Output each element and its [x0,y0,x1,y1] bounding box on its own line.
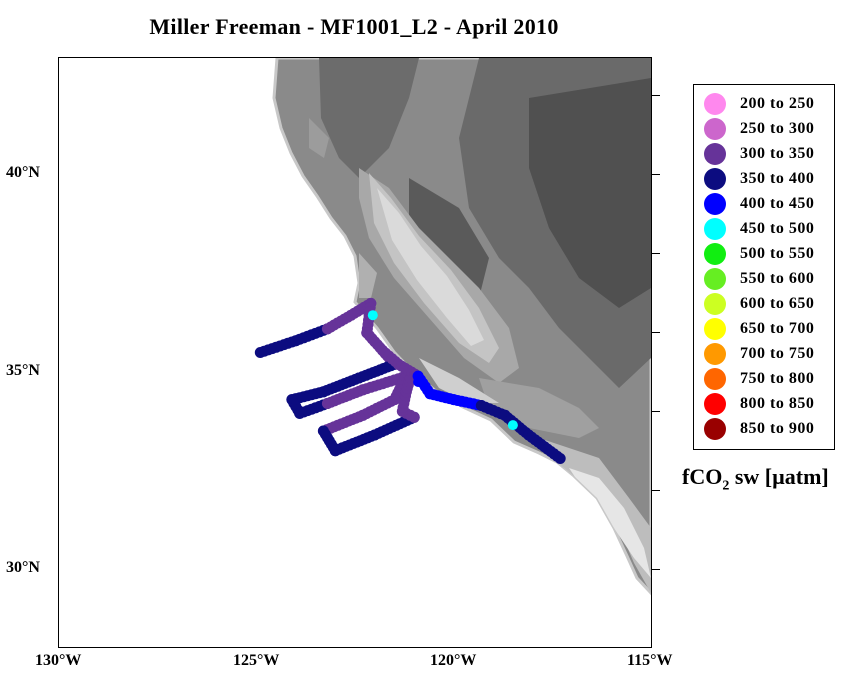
legend-item: 800 to 850 [694,392,834,417]
x-tick-label-115w: 115°W [627,652,673,669]
units-rest: sw [µatm] [734,464,829,489]
legend-swatch [704,343,726,365]
legend-label: 800 to 850 [740,395,815,412]
legend-item: 350 to 400 [694,167,834,192]
color-legend: 200 to 250 250 to 300 300 to 350 350 to 400… [693,84,835,450]
x-tick-label-125w: 125°W [233,652,280,669]
units-label: fCO2 sw [µatm] [682,464,829,494]
track-point [507,420,518,431]
y-tick-label-30n: 30°N [6,559,40,576]
y-tick-label-35n: 35°N [6,362,40,379]
legend-label: 250 to 300 [740,120,815,137]
legend-label: 300 to 350 [740,145,815,162]
legend-label: 700 to 750 [740,345,815,362]
map-title: Miller Freeman - MF1001_L2 - April 2010 [149,14,559,39]
units-subscript: 2 [722,478,730,494]
legend-item: 750 to 800 [694,367,834,392]
units-main: fCO [682,464,723,489]
right-tick [652,411,660,412]
legend-label: 750 to 800 [740,370,815,387]
ship-track [254,297,566,464]
legend-item: 250 to 300 [694,117,834,142]
legend-swatch [704,93,726,115]
right-tick [652,569,660,570]
legend-item: 300 to 350 [694,142,834,167]
legend-label: 450 to 500 [740,220,815,237]
y-tick-label-40n: 40°N [6,164,40,181]
legend-item: 500 to 550 [694,242,834,267]
legend-swatch [704,218,726,240]
x-tick-label-130w: 130°W [35,652,82,669]
legend-item: 450 to 500 [694,217,834,242]
track-point [413,377,424,387]
legend-item: 850 to 900 [694,417,834,442]
map-canvas [254,58,651,596]
legend-swatch [704,368,726,390]
track-point [367,310,378,321]
legend-label: 850 to 900 [740,420,815,437]
legend-swatch [704,393,726,415]
legend-swatch [704,193,726,215]
legend-label: 650 to 700 [740,320,815,337]
legend-item: 550 to 600 [694,267,834,292]
legend-item: 400 to 450 [694,192,834,217]
legend-item: 200 to 250 [694,92,834,117]
legend-item: 600 to 650 [694,292,834,317]
legend-swatch [704,143,726,165]
right-tick [652,332,660,333]
legend-item: 700 to 750 [694,342,834,367]
right-tick [652,490,660,491]
legend-swatch [704,243,726,265]
track-point [554,453,566,464]
right-tick [652,253,660,254]
legend-label: 500 to 550 [740,245,815,262]
legend-item: 650 to 700 [694,317,834,342]
right-tick [652,174,660,175]
legend-swatch [704,418,726,440]
legend-swatch [704,168,726,190]
legend-label: 200 to 250 [740,95,815,112]
legend-swatch [704,293,726,315]
legend-label: 600 to 650 [740,295,815,312]
legend-swatch [704,118,726,140]
map-plot-area [58,57,652,648]
legend-label: 550 to 600 [740,270,815,287]
legend-swatch [704,268,726,290]
legend-swatch [704,318,726,340]
legend-label: 400 to 450 [740,195,815,212]
x-tick-label-120w: 120°W [430,652,477,669]
right-tick [652,95,660,96]
legend-label: 350 to 400 [740,170,815,187]
